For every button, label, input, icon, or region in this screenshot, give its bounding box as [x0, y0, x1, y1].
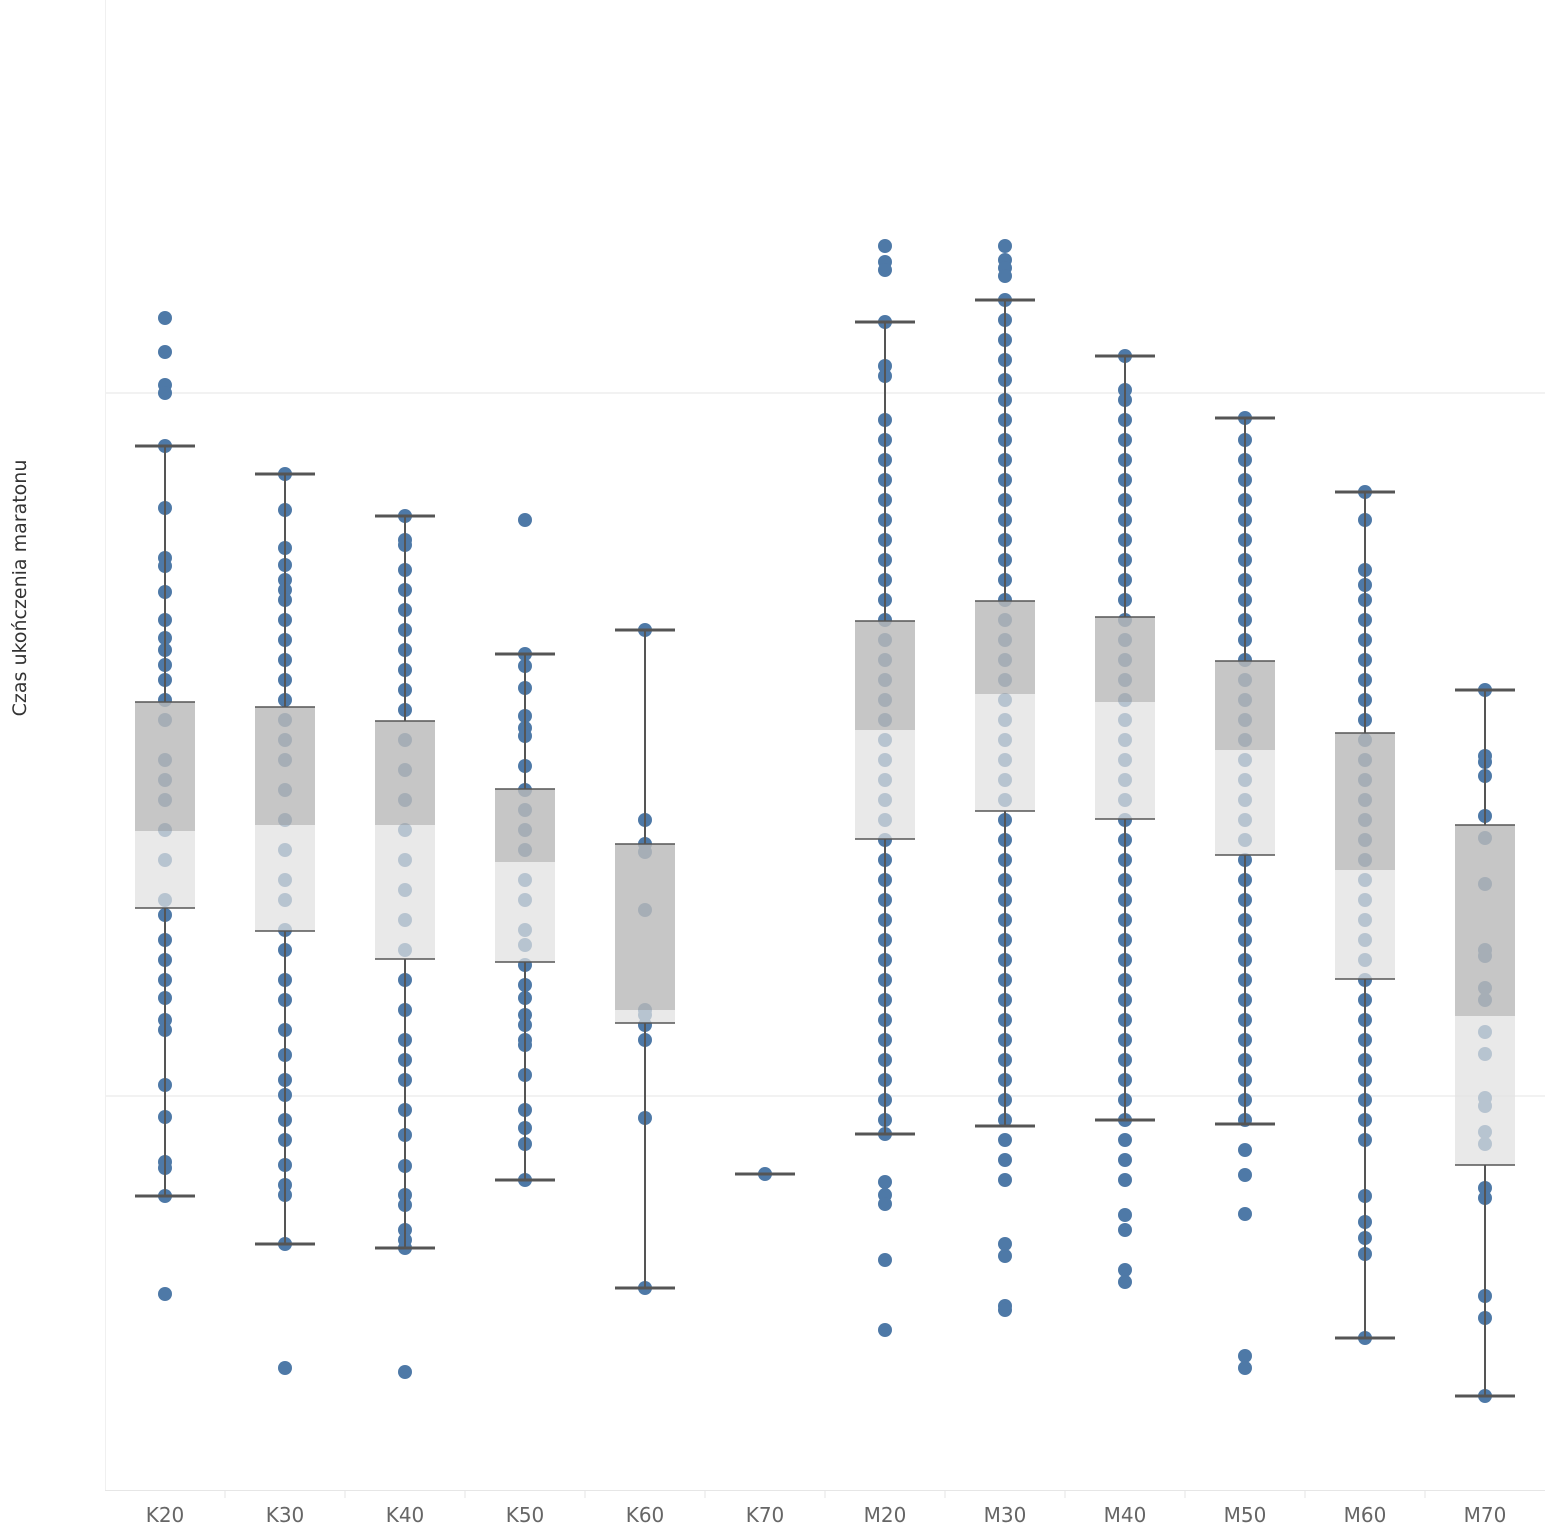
data-point	[518, 513, 532, 527]
data-point	[878, 1253, 892, 1267]
data-point	[1118, 1223, 1132, 1237]
box-lower	[1095, 702, 1155, 819]
data-point	[158, 1287, 172, 1301]
data-point	[158, 345, 172, 359]
data-point	[1238, 1168, 1252, 1182]
box-upper	[495, 789, 555, 862]
data-point	[878, 1175, 892, 1189]
box-upper	[1095, 617, 1155, 702]
data-point	[278, 1361, 292, 1375]
boxes-layer	[135, 298, 1515, 1398]
data-point	[998, 239, 1012, 253]
data-point	[1238, 1143, 1252, 1157]
x-tick-label: K50	[506, 1503, 545, 1527]
box-upper	[1335, 733, 1395, 870]
data-point	[878, 1197, 892, 1211]
x-tick-label: K40	[386, 1503, 425, 1527]
box-upper	[1455, 825, 1515, 1016]
x-tick-label: K60	[626, 1503, 665, 1527]
data-point	[1238, 1207, 1252, 1221]
x-tick-label: M20	[864, 1503, 907, 1527]
box-lower	[975, 694, 1035, 811]
box-lower	[1335, 870, 1395, 979]
data-point	[1118, 1173, 1132, 1187]
data-point	[1118, 1275, 1132, 1289]
data-point	[1118, 1153, 1132, 1167]
box-lower	[1215, 750, 1275, 855]
box-lower	[615, 1010, 675, 1023]
data-point	[998, 1153, 1012, 1167]
data-point	[878, 263, 892, 277]
x-tick-label: K20	[146, 1503, 185, 1527]
y-axis-label: Czas ukończenia maratonu	[9, 460, 31, 717]
data-point	[1118, 1133, 1132, 1147]
x-tick-label: M30	[984, 1503, 1027, 1527]
x-tick-label: M40	[1104, 1503, 1147, 1527]
data-point	[878, 239, 892, 253]
x-ticks: K20 K30 K40 K50 K60 K70 M20 M30 M40 M50 M60 M70	[146, 1490, 1507, 1527]
box-upper	[615, 844, 675, 1010]
box-upper	[855, 621, 915, 730]
data-point	[998, 1249, 1012, 1263]
box-upper	[1215, 661, 1275, 750]
data-point	[158, 311, 172, 325]
box-upper	[975, 601, 1035, 694]
box-lower	[495, 862, 555, 962]
x-tick-label: K70	[746, 1503, 785, 1527]
data-point	[998, 1237, 1012, 1251]
data-point	[1118, 1263, 1132, 1277]
gridlines	[106, 392, 1545, 1097]
x-tick-label: M60	[1344, 1503, 1387, 1527]
data-point	[878, 1323, 892, 1337]
x-tick-label: M70	[1464, 1503, 1507, 1527]
box-lower	[135, 831, 195, 908]
box-upper	[135, 702, 195, 831]
x-tick-label: K30	[266, 1503, 305, 1527]
data-point	[998, 1133, 1012, 1147]
data-point	[998, 269, 1012, 283]
box-lower	[855, 730, 915, 839]
box-lower	[1455, 1016, 1515, 1165]
data-point	[998, 1173, 1012, 1187]
data-point	[158, 386, 172, 400]
data-point	[398, 1365, 412, 1379]
x-tick-label: M50	[1224, 1503, 1267, 1527]
points-layer	[158, 239, 1492, 1403]
box-upper	[255, 707, 315, 825]
data-point	[1238, 1361, 1252, 1375]
box-lower	[375, 825, 435, 959]
data-point	[1118, 1208, 1132, 1222]
data-point	[998, 1303, 1012, 1317]
box-lower	[255, 825, 315, 931]
data-point	[1238, 1349, 1252, 1363]
box-upper	[375, 721, 435, 825]
